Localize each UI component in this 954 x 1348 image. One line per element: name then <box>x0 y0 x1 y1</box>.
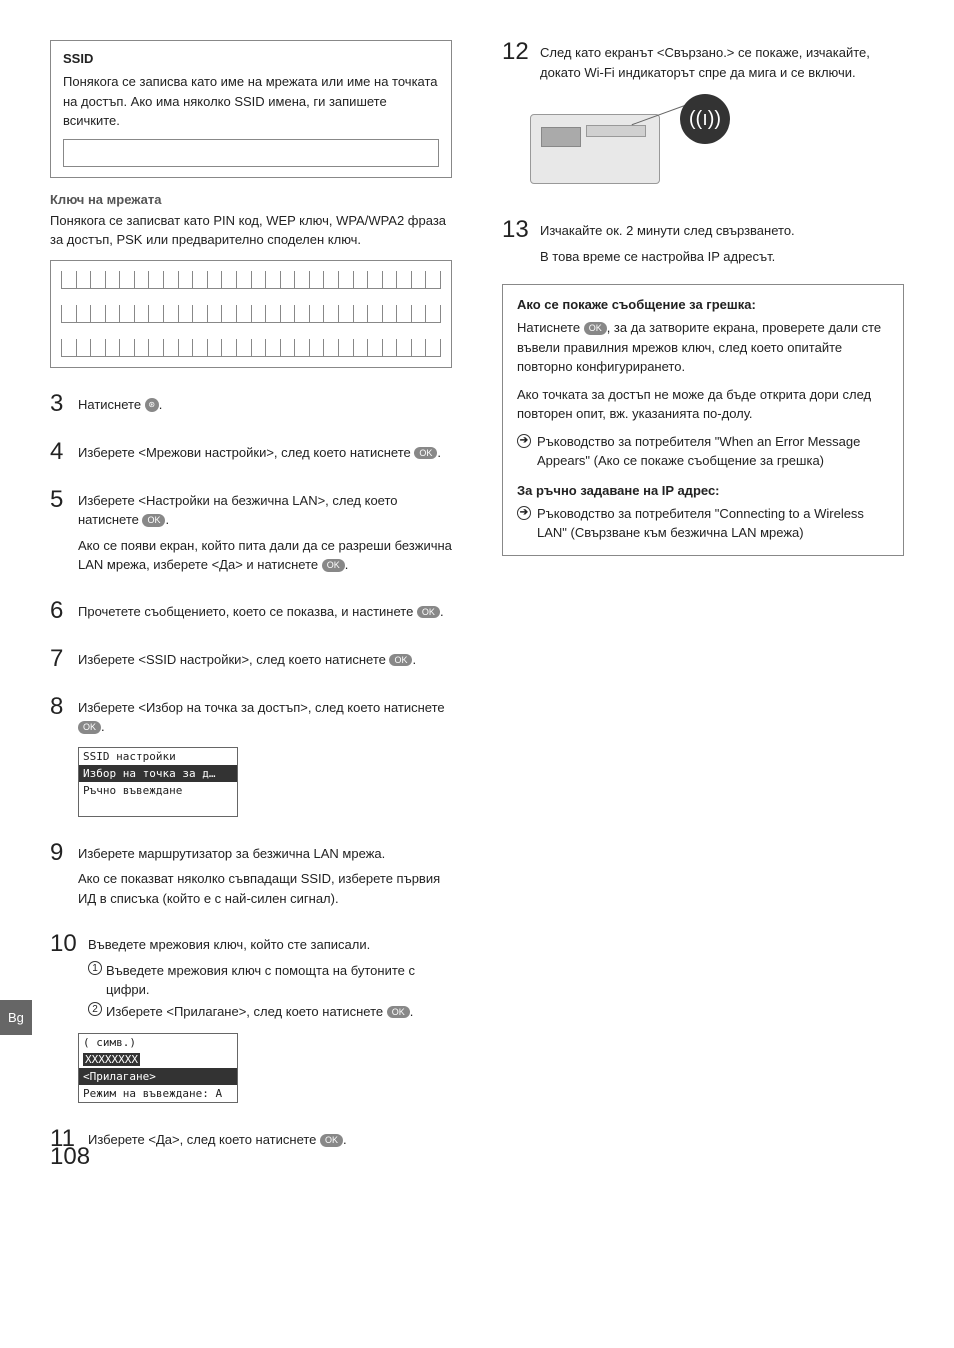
reference-icon: ➔ <box>517 434 531 448</box>
step-11: 11 Изберете <Да>, след което натиснете O… <box>50 1127 452 1151</box>
substep: 1 Въведете мрежовия ключ с помощта на бут… <box>88 961 452 1000</box>
lcd-row: Режим на въвеждане: A <box>79 1085 237 1102</box>
substep-text: Изберете <Прилагане>, след което натисне… <box>106 1004 387 1019</box>
ok-icon: OK <box>78 721 101 734</box>
lcd-row: SSID настройки <box>79 748 237 765</box>
step-subtext: Ако се появи екран, който пита дали да с… <box>78 538 452 573</box>
step-number: 3 <box>50 392 78 416</box>
reference-text: Ръководство за потребителя "When an Erro… <box>537 432 889 471</box>
ok-icon: OK <box>322 559 345 572</box>
ok-icon: OK <box>387 1006 410 1019</box>
error-title: За ръчно задаване на IP адрес: <box>517 483 889 498</box>
ok-icon: OK <box>142 514 165 527</box>
lcd-value: XXXXXXXX <box>83 1053 140 1066</box>
key-row <box>61 271 441 289</box>
reference-text: Ръководство за потребителя "Connecting t… <box>537 504 889 543</box>
circled-number: 2 <box>88 1002 102 1016</box>
error-text: Ако точката за достъп не може да бъде от… <box>517 385 889 424</box>
step-number: 8 <box>50 695 78 719</box>
printer-body-shape <box>530 114 660 184</box>
key-title: Ключ на мрежата <box>50 192 452 207</box>
key-row <box>61 305 441 323</box>
ok-icon: OK <box>414 447 437 460</box>
substep-text: Въведете мрежовия ключ с помощта на буто… <box>106 961 452 1000</box>
page-number: 108 <box>50 1143 90 1171</box>
wifi-icon: ((ı)) <box>680 94 730 144</box>
step-number: 13 <box>502 218 540 242</box>
lcd-screen-ssid: SSID настройки Избор на точка за д… Ръчн… <box>78 747 238 817</box>
reference-icon: ➔ <box>517 506 531 520</box>
error-box: Ако се покаже съобщение за грешка: Натис… <box>502 284 904 556</box>
step-number: 12 <box>502 40 540 64</box>
ssid-title: SSID <box>63 51 439 66</box>
lcd-row: ( симв.) <box>79 1034 237 1051</box>
step-text: Изберете <SSID настройки>, след което на… <box>78 652 389 667</box>
printer-tray-shape <box>586 125 646 137</box>
step-4: 4 Изберете <Мрежови настройки>, след кое… <box>50 440 452 464</box>
step-text: Изчакайте ок. 2 минути след свързването. <box>540 223 795 238</box>
step-10: 10 Въведете мрежовия ключ, който сте зап… <box>50 932 452 1023</box>
step-text: Прочетете съобщението, което се показва,… <box>78 604 417 619</box>
step-13: 13 Изчакайте ок. 2 минути след свързване… <box>502 218 904 266</box>
ok-icon: OK <box>320 1134 343 1147</box>
substep: 2 Изберете <Прилагане>, след което натисн… <box>88 1002 452 1022</box>
step-text: Въведете мрежовия ключ, който сте записа… <box>88 937 370 952</box>
ok-icon: OK <box>389 654 412 667</box>
step-text: Изберете <Настройки на безжична LAN>, сл… <box>78 493 398 528</box>
error-title: Ако се покаже съобщение за грешка: <box>517 297 889 312</box>
ssid-input-field <box>63 139 439 167</box>
step-number: 10 <box>50 932 88 956</box>
reference-line: ➔ Ръководство за потребителя "When an Er… <box>517 432 889 471</box>
lcd-row: XXXXXXXX <box>79 1051 237 1068</box>
step-number: 7 <box>50 647 78 671</box>
step-3: 3 Натиснете ⊛. <box>50 392 452 416</box>
error-text-a: Натиснете <box>517 320 584 335</box>
language-tab: Bg <box>0 1000 32 1035</box>
key-text: Понякога се записват като PIN код, WEP к… <box>50 211 452 250</box>
step-text: След като екранът <Свързано.> се покаже,… <box>540 40 904 82</box>
lcd-screen-key: ( симв.) XXXXXXXX <Прилагане> Режим на в… <box>78 1033 238 1103</box>
step-number: 4 <box>50 440 78 464</box>
step-9: 9 Изберете маршрутизатор за безжична LAN… <box>50 841 452 909</box>
menu-icon: ⊛ <box>145 398 159 412</box>
step-number: 9 <box>50 841 78 865</box>
ssid-box: SSID Понякога се записва като име на мре… <box>50 40 452 178</box>
ok-icon: OK <box>584 322 607 335</box>
step-5: 5 Изберете <Настройки на безжична LAN>, … <box>50 488 452 575</box>
lcd-row-selected: Избор на точка за д… <box>79 765 237 782</box>
step-text: Натиснете <box>78 397 145 412</box>
printer-screen-shape <box>541 127 581 147</box>
circled-number: 1 <box>88 961 102 975</box>
step-7: 7 Изберете <SSID настройки>, след което … <box>50 647 452 671</box>
error-text: Натиснете OK, за да затворите екрана, пр… <box>517 318 889 377</box>
key-fields <box>50 260 452 368</box>
step-6: 6 Прочетете съобщението, което се показв… <box>50 599 452 623</box>
step-12: 12 След като екранът <Свързано.> се пока… <box>502 40 904 82</box>
step-text: Изберете <Мрежови настройки>, след което… <box>78 445 414 460</box>
reference-line: ➔ Ръководство за потребителя "Connecting… <box>517 504 889 543</box>
step-number: 6 <box>50 599 78 623</box>
printer-illustration: ((ı)) <box>530 94 730 194</box>
lcd-row <box>79 799 237 816</box>
step-text: Изберете маршрутизатор за безжична LAN м… <box>78 846 385 861</box>
step-subtext: Ако се показват няколко съвпадащи SSID, … <box>78 869 452 908</box>
lcd-row-selected: <Прилагане> <box>79 1068 237 1085</box>
key-row <box>61 339 441 357</box>
ok-icon: OK <box>417 606 440 619</box>
step-subtext: В това време се настройва IP адресът. <box>540 247 904 267</box>
step-text: Изберете <Да>, след което натиснете <box>88 1132 320 1147</box>
step-number: 5 <box>50 488 78 512</box>
step-8: 8 Изберете <Избор на точка за достъп>, с… <box>50 695 452 737</box>
lcd-row: Ръчно въвеждане <box>79 782 237 799</box>
step-text: Изберете <Избор на точка за достъп>, сле… <box>78 700 445 715</box>
ssid-text: Понякога се записва като име на мрежата … <box>63 72 439 131</box>
